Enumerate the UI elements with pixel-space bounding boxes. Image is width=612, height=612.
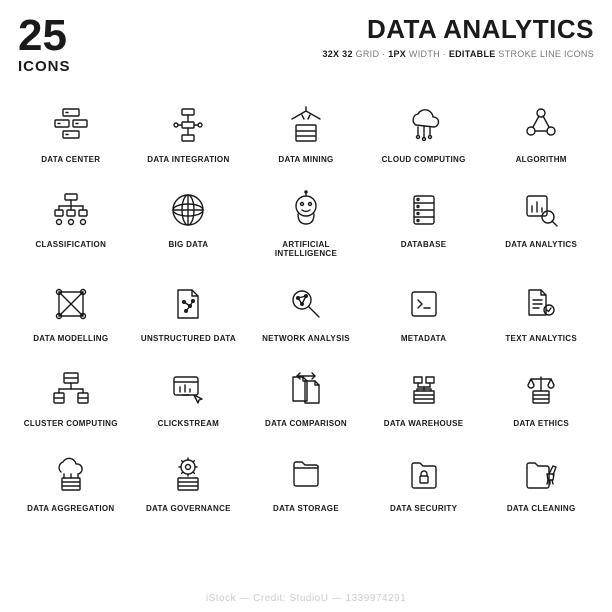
icon-label: CLASSIFICATION [35,240,106,249]
icon-label: DATA CENTER [41,155,100,164]
title-block: DATA ANALYTICS 32X 32 GRID · 1PX WIDTH ·… [322,14,594,59]
icon-label: DATA SECURITY [390,504,457,513]
artificial-intelligence-icon [284,188,328,232]
icon-cell: CLOUD COMPUTING [371,103,477,164]
data-comparison-icon [284,367,328,411]
icon-cell: DATA MINING [253,103,359,164]
page-title: DATA ANALYTICS [322,14,594,45]
icon-label: UNSTRUCTURED DATA [141,334,236,343]
icon-cell: DATA STORAGE [253,452,359,513]
icon-cell: METADATA [371,282,477,343]
data-cleaning-icon [519,452,563,496]
icon-cell: DATA SECURITY [371,452,477,513]
icon-label: DATA CLEANING [507,504,576,513]
icon-cell: TEXT ANALYTICS [488,282,594,343]
icon-label: BIG DATA [168,240,208,249]
data-governance-icon [166,452,210,496]
data-modelling-icon [49,282,93,326]
spec-line: 32X 32 GRID · 1PX WIDTH · EDITABLE STROK… [322,49,594,59]
data-ethics-icon [519,367,563,411]
text-analytics-icon [519,282,563,326]
database-icon [402,188,446,232]
icon-label: CLOUD COMPUTING [382,155,466,164]
icon-label: DATABASE [401,240,447,249]
big-data-icon [166,188,210,232]
icon-cell: DATA AGGREGATION [18,452,124,513]
icon-label: CLUSTER COMPUTING [24,419,118,428]
icon-label: DATA COMPARISON [265,419,347,428]
icon-label: DATA AGGREGATION [27,504,114,513]
icon-label: METADATA [401,334,447,343]
cloud-computing-icon [402,103,446,147]
icon-cell: DATA INTEGRATION [136,103,242,164]
icon-cell: DATA CLEANING [488,452,594,513]
icon-cell: CLICKSTREAM [136,367,242,428]
icon-cell: DATA WAREHOUSE [371,367,477,428]
icon-cell: DATA CENTER [18,103,124,164]
icon-label: TEXT ANALYTICS [505,334,577,343]
icon-cell: DATA ETHICS [488,367,594,428]
icon-label: DATA STORAGE [273,504,339,513]
icon-cell: DATABASE [371,188,477,258]
unstructured-data-icon [166,282,210,326]
icon-label: DATA MINING [278,155,333,164]
watermark: iStock — Credit: StudioU — 1339974291 [0,593,612,604]
icon-label: DATA WAREHOUSE [384,419,464,428]
metadata-icon [402,282,446,326]
icon-grid: DATA CENTER DATA INTEGRATION DATA MINING CL… [18,103,594,513]
icon-label: NETWORK ANALYSIS [262,334,350,343]
icon-label: DATA MODELLING [33,334,108,343]
data-integration-icon [166,103,210,147]
icon-cell: ARTIFICIAL INTELLIGENCE [253,188,359,258]
icon-label: CLICKSTREAM [158,419,220,428]
data-security-icon [402,452,446,496]
data-mining-icon [284,103,328,147]
data-storage-icon [284,452,328,496]
icon-cell: DATA ANALYTICS [488,188,594,258]
icon-cell: CLASSIFICATION [18,188,124,258]
icon-cell: ALGORITHM [488,103,594,164]
data-analytics-icon [519,188,563,232]
icon-label: ALGORITHM [516,155,567,164]
icon-label: ARTIFICIAL INTELLIGENCE [253,240,359,258]
icon-cell: BIG DATA [136,188,242,258]
data-warehouse-icon [402,367,446,411]
icon-count: 25 [18,14,71,58]
data-aggregation-icon [49,452,93,496]
icon-label: DATA GOVERNANCE [146,504,231,513]
icon-count-block: 25 ICONS [18,14,71,75]
clickstream-icon [166,367,210,411]
icon-count-label: ICONS [18,58,71,75]
icon-cell: CLUSTER COMPUTING [18,367,124,428]
icon-cell: DATA MODELLING [18,282,124,343]
classification-icon [49,188,93,232]
icon-cell: DATA COMPARISON [253,367,359,428]
icon-cell: DATA GOVERNANCE [136,452,242,513]
network-analysis-icon [284,282,328,326]
icon-label: DATA ETHICS [513,419,569,428]
data-center-icon [49,103,93,147]
header: 25 ICONS DATA ANALYTICS 32X 32 GRID · 1P… [18,14,594,75]
icon-cell: NETWORK ANALYSIS [253,282,359,343]
algorithm-icon [519,103,563,147]
icon-label: DATA INTEGRATION [147,155,229,164]
icon-cell: UNSTRUCTURED DATA [136,282,242,343]
cluster-computing-icon [49,367,93,411]
icon-label: DATA ANALYTICS [505,240,577,249]
